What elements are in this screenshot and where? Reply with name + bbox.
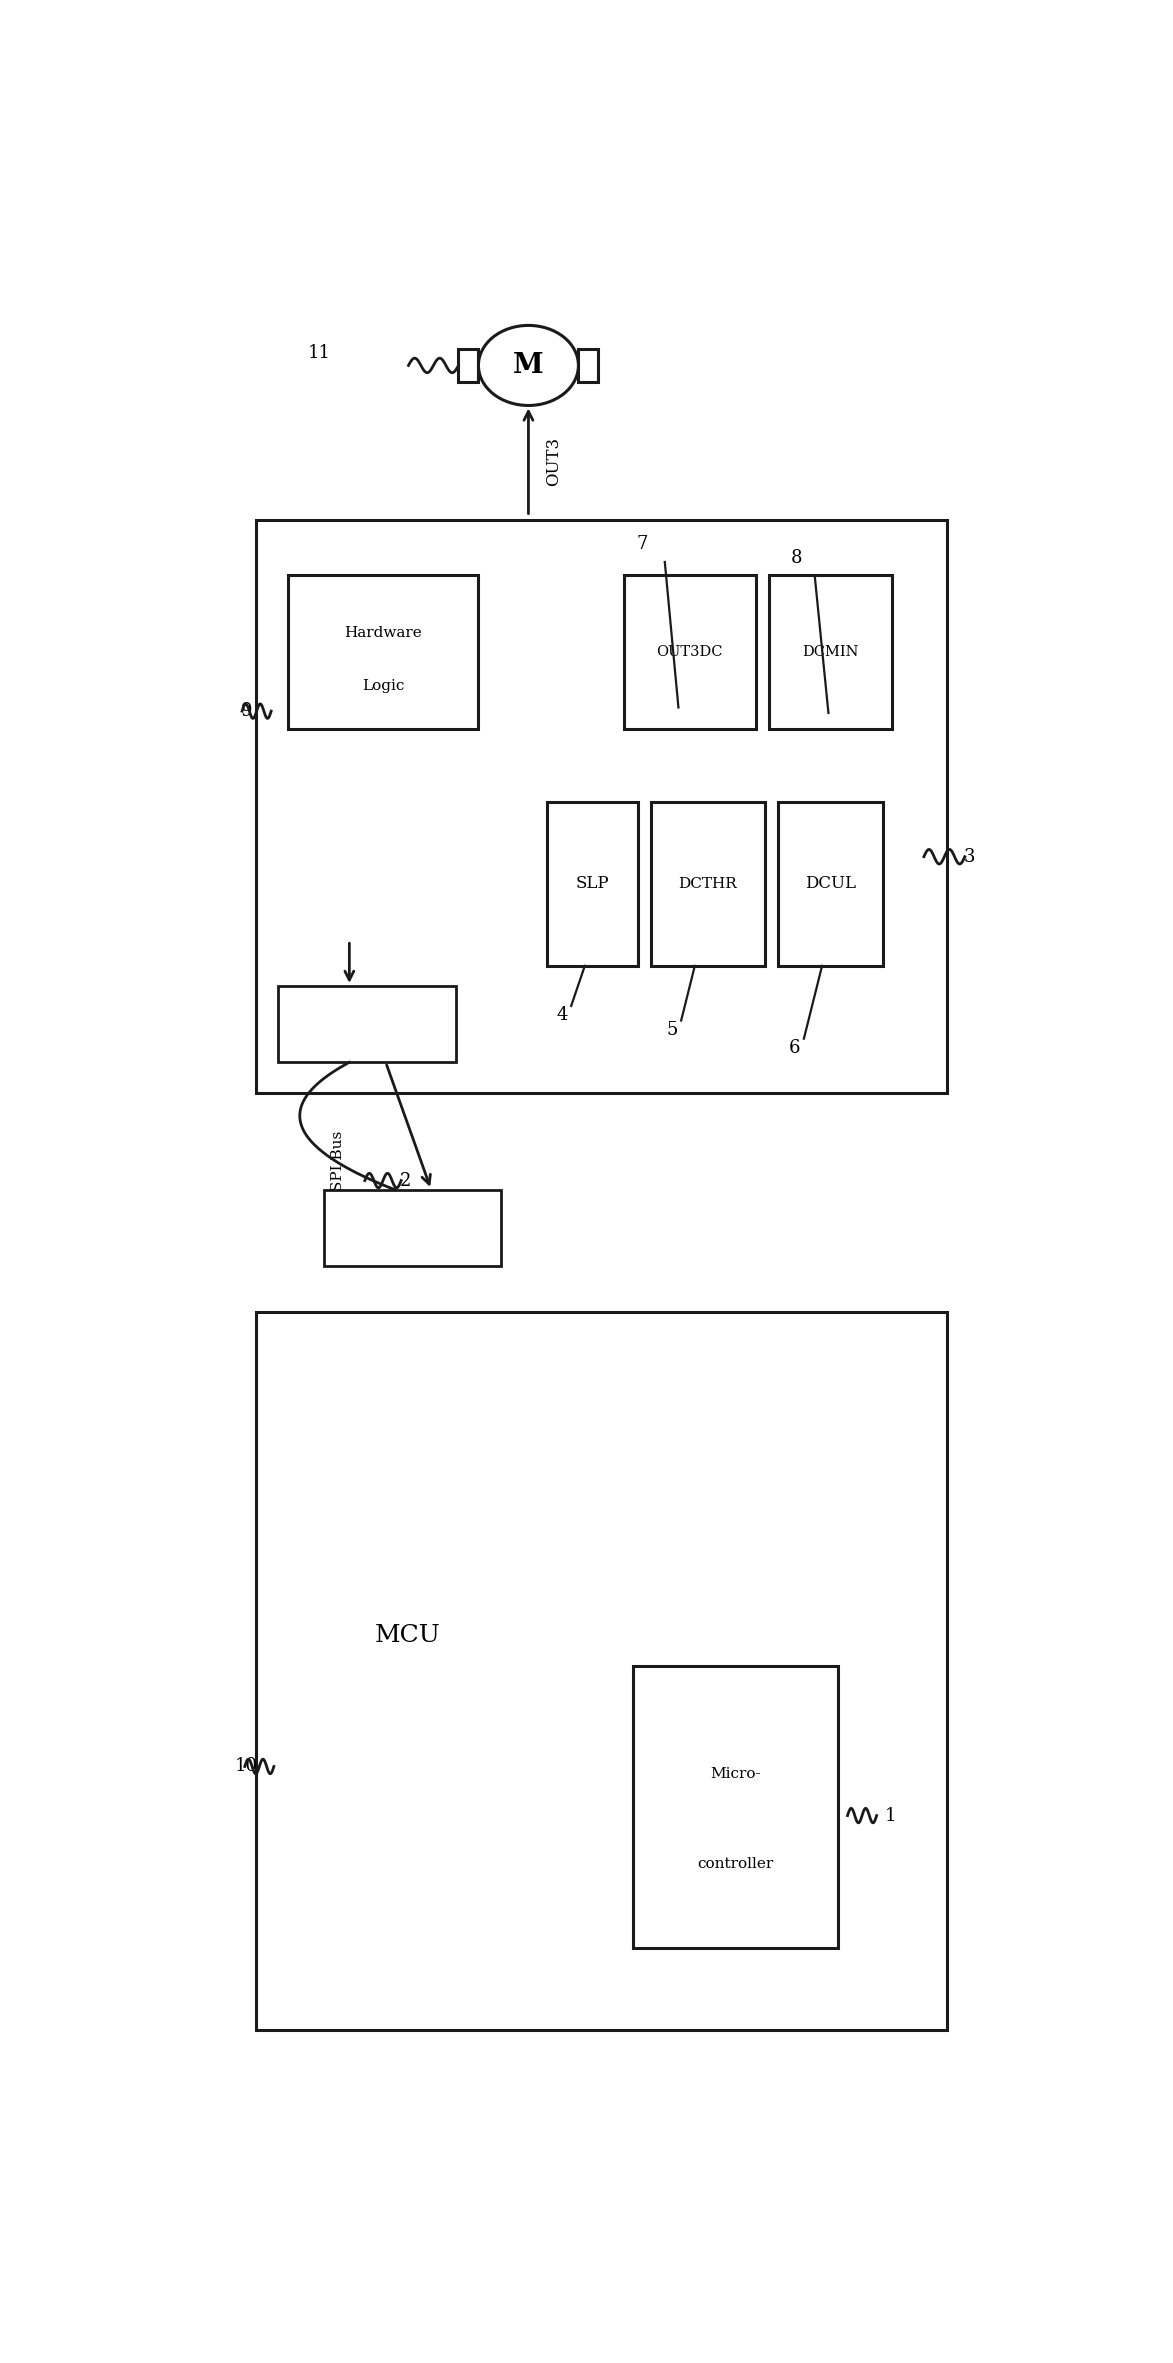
Ellipse shape bbox=[479, 326, 578, 406]
Text: MCU: MCU bbox=[375, 1623, 441, 1647]
Text: Hardware: Hardware bbox=[344, 626, 422, 640]
Text: Logic: Logic bbox=[361, 678, 405, 692]
Text: DCUL: DCUL bbox=[805, 877, 856, 893]
Text: 5: 5 bbox=[666, 1021, 678, 1040]
Text: 8: 8 bbox=[791, 548, 802, 567]
Text: 9: 9 bbox=[240, 702, 252, 721]
Bar bbox=[633, 1666, 838, 1949]
Text: 3: 3 bbox=[963, 848, 975, 865]
Text: 6: 6 bbox=[789, 1040, 800, 1056]
Text: SPI Bus: SPI Bus bbox=[331, 1130, 345, 1191]
Bar bbox=[256, 520, 947, 1094]
Bar bbox=[578, 350, 598, 383]
Text: DCTHR: DCTHR bbox=[679, 877, 738, 891]
Bar bbox=[651, 801, 765, 966]
Text: controller: controller bbox=[697, 1857, 773, 1871]
Bar bbox=[624, 574, 755, 730]
Text: 7: 7 bbox=[637, 534, 647, 553]
Text: 4: 4 bbox=[556, 1007, 568, 1023]
Text: Micro-: Micro- bbox=[710, 1768, 760, 1782]
Bar bbox=[547, 801, 638, 966]
Bar bbox=[459, 350, 479, 383]
Bar bbox=[278, 985, 455, 1063]
Bar bbox=[769, 574, 893, 730]
Text: SLP: SLP bbox=[575, 877, 609, 893]
Text: 10: 10 bbox=[235, 1758, 258, 1775]
Bar bbox=[324, 1189, 501, 1267]
Text: OUT3DC: OUT3DC bbox=[657, 645, 723, 659]
Bar bbox=[287, 574, 479, 730]
Bar bbox=[256, 1311, 947, 2030]
Bar bbox=[779, 801, 883, 966]
Text: 2: 2 bbox=[400, 1172, 412, 1189]
Text: 11: 11 bbox=[307, 343, 331, 362]
Text: OUT3: OUT3 bbox=[544, 437, 562, 484]
Text: M: M bbox=[513, 352, 544, 378]
Text: 1: 1 bbox=[884, 1808, 896, 1824]
Text: DCMIN: DCMIN bbox=[802, 645, 859, 659]
